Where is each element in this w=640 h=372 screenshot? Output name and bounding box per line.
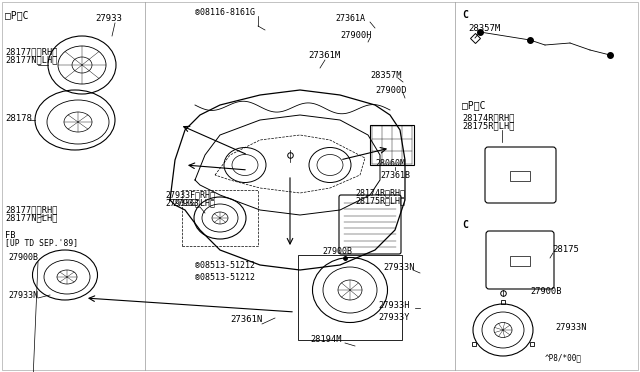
Bar <box>370 125 414 165</box>
Text: 28060M: 28060M <box>375 158 405 167</box>
Bar <box>182 190 258 246</box>
Text: 27933N: 27933N <box>8 291 38 299</box>
Text: □P：C: □P：C <box>462 100 486 110</box>
Text: 28194M: 28194M <box>310 336 342 344</box>
Text: 28174R（RH）: 28174R（RH） <box>462 113 515 122</box>
Text: [UP TD SEP.'89]: [UP TD SEP.'89] <box>5 238 78 247</box>
Text: C: C <box>462 10 468 20</box>
Text: 28175: 28175 <box>552 246 579 254</box>
Bar <box>510 171 530 181</box>
Text: 28178: 28178 <box>5 113 32 122</box>
Text: ®08513-51212: ®08513-51212 <box>195 260 255 269</box>
Text: 28357M: 28357M <box>468 23 500 32</box>
Text: 28174R（RH）: 28174R（RH） <box>355 189 405 198</box>
Text: 27900B: 27900B <box>530 288 561 296</box>
Text: 28175R（LH）: 28175R（LH） <box>355 196 405 205</box>
Bar <box>298 255 402 340</box>
Text: 27361B: 27361B <box>380 170 410 180</box>
Text: 27933Y: 27933Y <box>378 314 410 323</box>
Text: □P：C: □P：C <box>5 10 29 20</box>
Text: 27900B: 27900B <box>322 247 352 257</box>
Text: 27933F（RH）: 27933F（RH） <box>165 190 215 199</box>
Text: 27361N: 27361N <box>230 315 262 324</box>
Text: 27933H: 27933H <box>378 301 410 310</box>
Text: 27900H: 27900H <box>340 31 371 39</box>
Text: 27900D: 27900D <box>375 86 406 94</box>
Text: 27933N: 27933N <box>383 263 415 272</box>
Text: 28177　（RH）: 28177 （RH） <box>5 205 58 215</box>
Text: 28357M: 28357M <box>370 71 401 80</box>
Text: 27933: 27933 <box>95 13 122 22</box>
Text: 27933N: 27933N <box>555 324 586 333</box>
Text: FB: FB <box>5 231 15 240</box>
Text: 28177N（LH）: 28177N（LH） <box>5 214 58 222</box>
Text: 27933: 27933 <box>172 199 199 208</box>
Text: ®08116-8161G: ®08116-8161G <box>195 7 255 16</box>
Text: ^P8/*00・: ^P8/*00・ <box>545 353 582 362</box>
Text: 27900B: 27900B <box>8 253 38 263</box>
Bar <box>510 256 530 266</box>
Text: 28175R（LH）: 28175R（LH） <box>462 122 515 131</box>
Text: ®08513-51212: ®08513-51212 <box>195 273 255 282</box>
Text: 28177N（LH）: 28177N（LH） <box>5 55 58 64</box>
Text: 27933G（LH）: 27933G（LH） <box>165 199 215 208</box>
Text: 27361A: 27361A <box>335 13 365 22</box>
Text: C: C <box>462 220 468 230</box>
Text: 27361M: 27361M <box>308 51 340 60</box>
Text: 28177　（RH）: 28177 （RH） <box>5 48 58 57</box>
